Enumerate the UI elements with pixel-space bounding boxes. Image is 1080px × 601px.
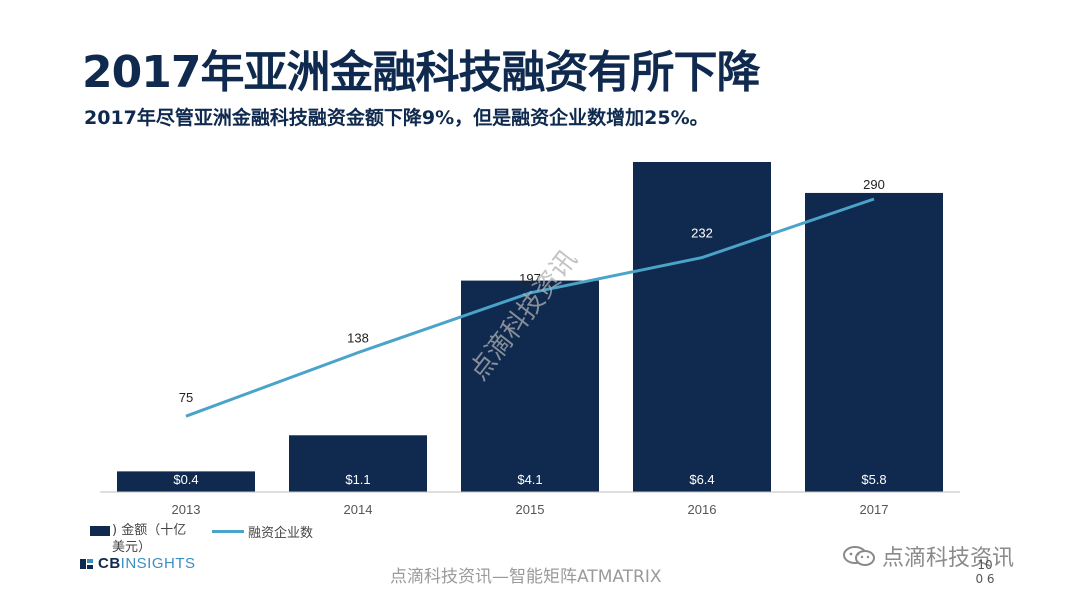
legend-item-count: 融资企业数 [212, 522, 313, 541]
company-count-line [185, 197, 875, 418]
line-label-2015: 197 [519, 271, 541, 286]
legend-item-amount: ) 金额（十亿美元） [90, 522, 192, 556]
legend-label-count: 融资企业数 [248, 526, 314, 541]
line-label-2014: 138 [347, 331, 369, 346]
legend-swatch-line [212, 530, 244, 533]
x-tick-2017: 2017 [860, 502, 889, 517]
bar-label-2014: $1.1 [345, 472, 370, 487]
logo-insights-text: INSIGHTS [120, 555, 196, 572]
bar-series [117, 162, 943, 492]
x-tick-2016: 2016 [688, 502, 717, 517]
bar-2016 [633, 162, 771, 492]
bar-label-2016: $6.4 [689, 472, 714, 487]
bar-value-labels: $0.4 $1.1 $4.1 $6.4 $5.8 [173, 472, 886, 487]
legend-label-amount: ) 金额（十亿美元） [112, 523, 187, 555]
logo-cb-text: CB [98, 555, 121, 572]
x-tick-2014: 2014 [344, 502, 373, 517]
line-label-2013: 75 [179, 390, 193, 405]
cbinsights-logo: CB INSIGHTS [80, 555, 196, 572]
page-number: 10 0 6 [975, 558, 995, 586]
bar-label-2017: $5.8 [861, 472, 886, 487]
legend-swatch-bar [90, 526, 110, 536]
bar-2017 [805, 192, 943, 492]
bar-2014 [289, 435, 427, 492]
bar-2015 [461, 280, 599, 492]
wechat-icon [843, 546, 875, 566]
legend: ) 金额（十亿美元） 融资企业数 [90, 522, 333, 556]
page-title: 2017年亚洲金融科技融资有所下降 [82, 47, 760, 98]
wechat-watermark: 点滴科技资讯 [842, 540, 1014, 572]
x-tick-2015: 2015 [516, 502, 545, 517]
bar-label-2013: $0.4 [173, 472, 198, 487]
line-label-2017: 290 [863, 177, 885, 192]
bar-2013 [117, 471, 255, 492]
bar-label-2015: $4.1 [517, 472, 542, 487]
bottom-watermark: 点滴科技资讯—智能矩阵ATMATRIX [390, 567, 662, 587]
x-tick-2013: 2013 [172, 502, 201, 517]
cbinsights-logo-icon [80, 558, 93, 569]
line-value-labels: 75 138 197 232 290 [179, 177, 885, 405]
page-subtitle: 2017年尽管亚洲金融科技融资金额下降9%，但是融资企业数增加25%。 [84, 107, 709, 129]
x-tick-labels: 2013 2014 2015 2016 2017 [172, 502, 889, 517]
line-label-2016: 232 [691, 226, 713, 241]
wechat-watermark-text: 点滴科技资讯 [882, 546, 1015, 571]
